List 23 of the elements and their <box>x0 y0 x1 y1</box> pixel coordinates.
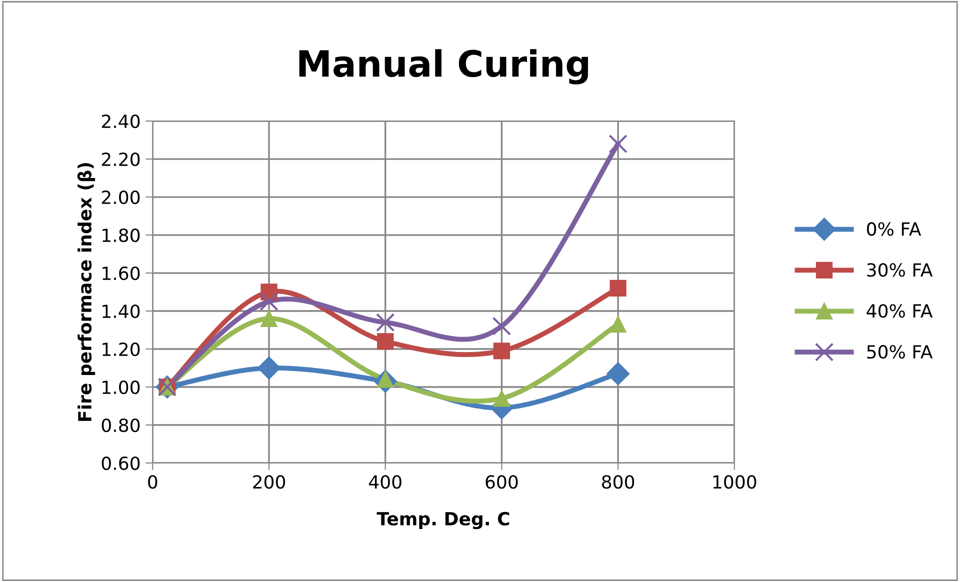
legend-label: 50% FA <box>867 345 933 359</box>
x-tick-label: 1000 <box>713 475 756 489</box>
y-tick-label: 1.80 <box>102 228 140 242</box>
x-axis-title: Temp. Deg. C <box>376 512 510 530</box>
x-tick-label: 400 <box>368 475 402 489</box>
x-tick-label: 0 <box>148 475 158 489</box>
legend-label: 0% FA <box>866 222 922 236</box>
chart-title: Manual Curing <box>299 49 588 84</box>
y-tick-label: 1.60 <box>102 266 140 280</box>
legend-label: 40% FA <box>866 304 933 318</box>
y-axis-title: Fire performace index (β) <box>77 163 96 421</box>
y-tick-label: 1.20 <box>102 342 140 356</box>
y-tick-label: 2.40 <box>102 114 140 128</box>
x-tick-label: 200 <box>253 475 286 489</box>
y-tick-label: 1.00 <box>102 380 140 394</box>
x-tick-label: 800 <box>602 475 634 489</box>
y-tick-label: 0.60 <box>102 456 140 470</box>
y-tick-label: 2.20 <box>102 152 140 166</box>
y-tick-label: 2.00 <box>102 190 140 204</box>
x-tick-label: 600 <box>486 475 518 489</box>
y-tick-label: 1.40 <box>102 304 140 318</box>
legend-label: 30% FA <box>867 263 933 277</box>
y-tick-label: 0.80 <box>102 418 140 432</box>
